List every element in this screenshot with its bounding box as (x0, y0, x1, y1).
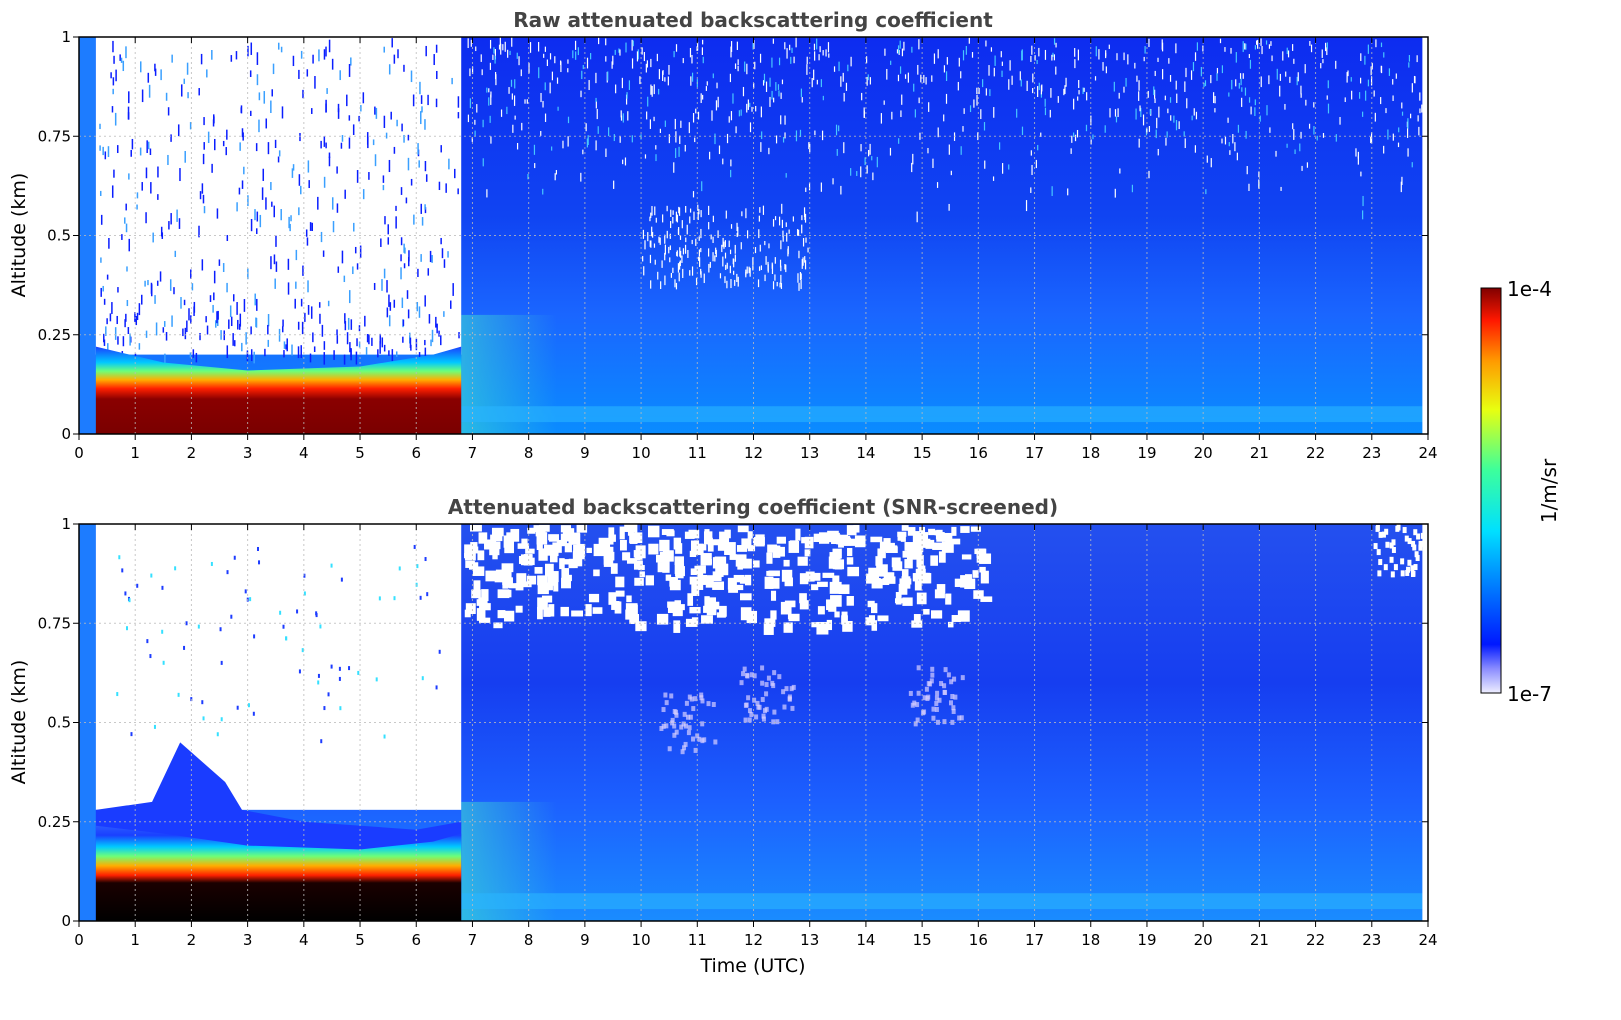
x-tick-label: 8 (524, 931, 534, 949)
x-tick-label: 11 (688, 444, 707, 462)
x-tick-label: 24 (1418, 444, 1437, 462)
y-tick-label: 1 (61, 28, 71, 46)
x-tick-label: 20 (1194, 444, 1213, 462)
colorbar-ramp (1480, 287, 1502, 694)
x-tick-label: 9 (580, 931, 590, 949)
x-tick-label: 17 (1025, 444, 1044, 462)
x-tick-label: 17 (1025, 931, 1044, 949)
colorbar: 1e-4 1e-7 1/m/sr (1480, 277, 1561, 706)
heatmap-near-surface-layer (461, 893, 1423, 910)
x-tick-label: 8 (524, 444, 534, 462)
heatmap-left-edge (79, 524, 96, 921)
x-tick-label: 5 (355, 931, 365, 949)
y-tick-label: 0.5 (47, 714, 71, 732)
heatmap-near-surface-layer (461, 406, 1423, 423)
x-tick-label: 22 (1306, 444, 1325, 462)
y-tick-label: 1 (61, 515, 71, 533)
x-tick-label: 2 (187, 931, 197, 949)
x-tick-label: 6 (411, 444, 421, 462)
x-tick-label: 15 (913, 931, 932, 949)
x-tick-label: 5 (355, 444, 365, 462)
heatmap-screened-patches (116, 524, 1425, 744)
heatmap-empty-region (95, 37, 462, 355)
x-tick-label: 7 (468, 931, 478, 949)
x-tick-label: 21 (1250, 444, 1269, 462)
x-tick-label: 6 (411, 931, 421, 949)
x-tick-label: 21 (1250, 931, 1269, 949)
x-tick-label: 10 (632, 444, 651, 462)
x-tick-label: 3 (243, 444, 253, 462)
heatmap-plumes (659, 665, 965, 755)
x-tick-label: 10 (632, 931, 651, 949)
x-tick-label: 13 (800, 931, 819, 949)
x-tick-label: 4 (299, 931, 309, 949)
x-tick-label: 12 (744, 444, 763, 462)
panel-screened-ticks: 0 1 2 3 4 5 6 7 8 9 10 11 12 13 14 15 16 17 18 19 20 21 22 23 24… (38, 515, 1438, 949)
x-tick-label: 0 (74, 931, 84, 949)
x-tick-label: 4 (299, 444, 309, 462)
panel-screened-ylabel: Altitude (km) (8, 660, 30, 785)
x-tick-label: 16 (969, 444, 988, 462)
y-tick-label: 0 (61, 425, 71, 443)
x-tick-label: 18 (1081, 931, 1100, 949)
y-tick-label: 0.5 (47, 227, 71, 245)
x-axis-label: Time (UTC) (699, 955, 805, 977)
panel-screened-title: Attenuated backscattering coefficient (S… (448, 495, 1058, 519)
heatmap-left-edge (79, 37, 96, 434)
x-tick-label: 19 (1137, 444, 1156, 462)
panel-screened: Attenuated backscattering coefficient (S… (8, 495, 1438, 977)
x-tick-label: 0 (74, 444, 84, 462)
colorbar-max-label: 1e-4 (1507, 277, 1552, 301)
y-tick-label: 0.75 (38, 127, 71, 145)
x-tick-label: 15 (913, 444, 932, 462)
y-tick-label: 0.25 (38, 813, 71, 831)
x-tick-label: 16 (969, 931, 988, 949)
x-tick-label: 1 (130, 931, 140, 949)
y-tick-label: 0 (61, 912, 71, 930)
x-tick-label: 1 (130, 444, 140, 462)
panel-raw-grid (79, 37, 1428, 434)
x-tick-label: 20 (1194, 931, 1213, 949)
x-tick-label: 18 (1081, 444, 1100, 462)
heatmap-boundary-layer (95, 825, 462, 921)
colorbar-min-label: 1e-7 (1507, 682, 1552, 706)
panel-screened-grid (79, 524, 1428, 921)
heatmap-noise (99, 38, 460, 367)
y-tick-label: 0.75 (38, 614, 71, 632)
x-tick-label: 23 (1362, 931, 1381, 949)
colorbar-unit-label: 1/m/sr (1537, 458, 1561, 523)
x-tick-label: 7 (468, 444, 478, 462)
heatmap-boundary-layer (95, 346, 462, 434)
x-tick-label: 3 (243, 931, 253, 949)
x-tick-label: 12 (744, 931, 763, 949)
x-tick-label: 14 (856, 444, 875, 462)
x-tick-label: 23 (1362, 444, 1381, 462)
heatmap-empty-region (95, 524, 462, 810)
x-tick-label: 2 (187, 444, 197, 462)
panel-raw-ticks: 0 1 2 3 4 5 6 7 8 9 10 11 12 13 14 15 16 17 18 19 20 21 22 23 24… (38, 28, 1438, 462)
panel-raw-ylabel: Altitude (km) (8, 173, 30, 298)
x-tick-label: 24 (1418, 931, 1437, 949)
x-tick-label: 9 (580, 444, 590, 462)
x-tick-label: 14 (856, 931, 875, 949)
x-tick-label: 11 (688, 931, 707, 949)
x-tick-label: 13 (800, 444, 819, 462)
y-tick-label: 0.25 (38, 326, 71, 344)
panel-raw-title: Raw attenuated backscattering coefficien… (513, 8, 993, 32)
x-tick-label: 22 (1306, 931, 1325, 949)
panel-raw: Raw attenuated backscattering coefficien… (8, 8, 1438, 462)
x-tick-label: 19 (1137, 931, 1156, 949)
